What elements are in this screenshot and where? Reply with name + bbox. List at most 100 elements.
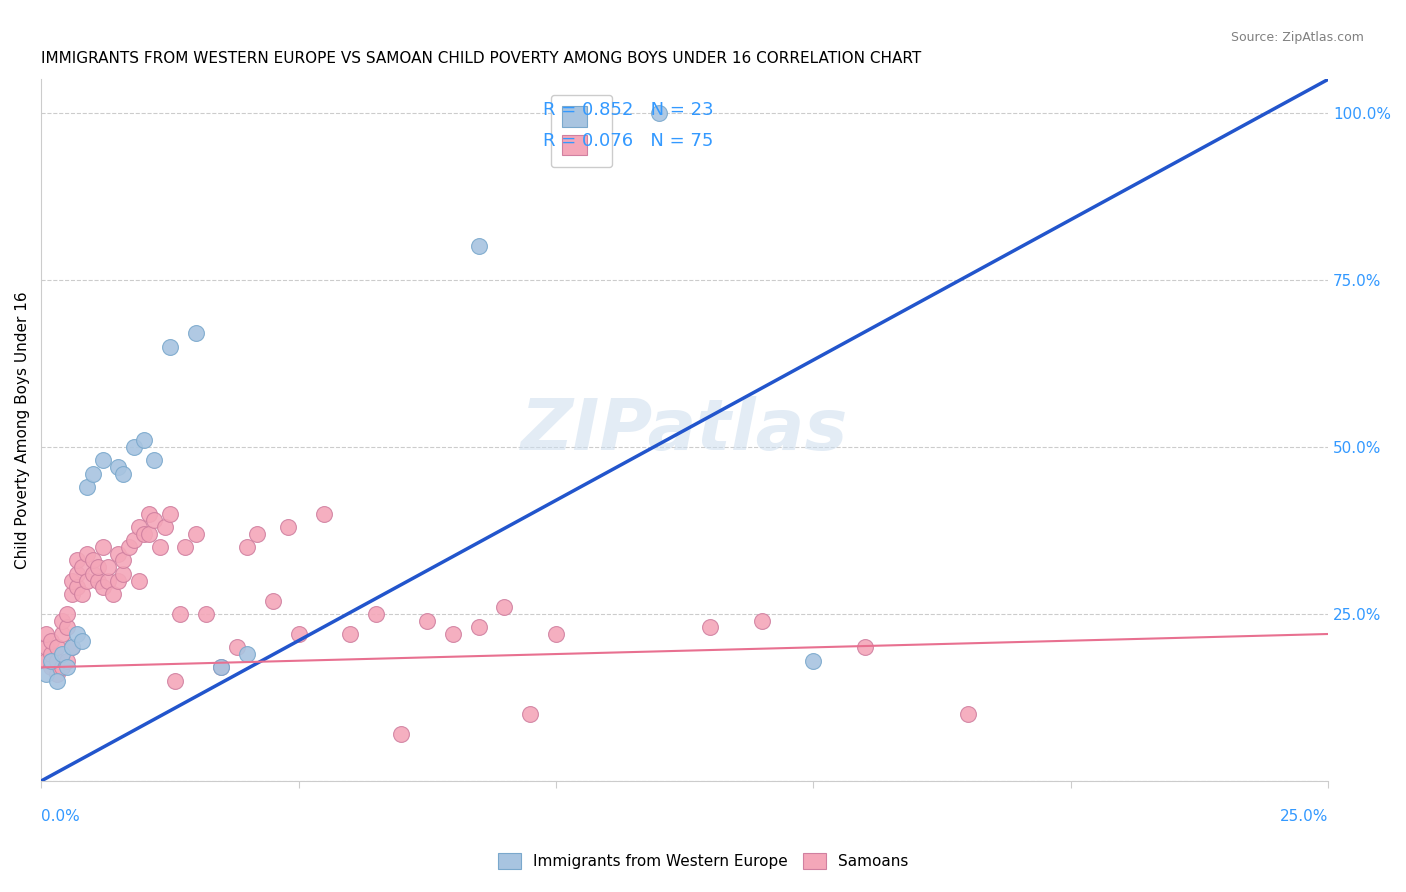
Point [35,640,58,655]
Text: IMMIGRANTS FROM WESTERN EUROPE VS SAMOAN CHILD POVERTY AMONG BOYS UNDER 16 CORRE: IMMIGRANTS FROM WESTERN EUROPE VS SAMOAN… [41,51,921,66]
Point [148,540,170,554]
Point [132,526,155,541]
Point [56,607,79,621]
Point [87,574,110,588]
Point [60,587,83,601]
Point [87,560,110,574]
Point [35,654,58,668]
Point [51,660,73,674]
Point [60,574,83,588]
Text: R = 0.076   N = 75: R = 0.076 N = 75 [543,132,713,150]
Point [56,660,79,674]
Point [72,587,94,601]
Point [35,667,58,681]
Point [467,620,489,634]
Point [51,614,73,628]
Point [112,467,135,481]
Point [544,627,567,641]
Point [41,633,63,648]
Point [801,654,824,668]
Point [364,607,387,621]
Point [184,526,207,541]
Point [82,566,104,581]
Point [82,553,104,567]
Point [45,640,67,655]
Point [236,540,259,554]
Point [209,660,232,674]
Text: 25.0%: 25.0% [1279,809,1329,824]
Point [699,620,721,634]
Point [66,553,89,567]
Point [66,566,89,581]
Point [41,660,63,674]
Point [163,673,186,688]
Point [107,574,129,588]
Point [169,607,191,621]
Text: ZIPatlas: ZIPatlas [522,396,848,465]
Point [103,587,125,601]
Point [441,627,464,641]
Point [519,707,541,722]
Text: R = 0.852   N = 23: R = 0.852 N = 23 [543,101,714,119]
Point [66,627,89,641]
Point [467,239,489,253]
Point [416,614,439,628]
Point [107,547,129,561]
Point [159,507,181,521]
Point [138,507,160,521]
Point [91,540,114,554]
Point [143,453,166,467]
Point [60,640,83,655]
Point [122,533,145,548]
Point [41,654,63,668]
Point [153,520,176,534]
Point [76,574,98,588]
Point [159,340,181,354]
Point [45,654,67,668]
Point [112,553,135,567]
Point [391,727,413,741]
Point [174,540,197,554]
Point [277,520,299,534]
Point [339,627,361,641]
Point [45,667,67,681]
Point [648,105,671,120]
Point [225,640,247,655]
Point [494,600,516,615]
Legend: , : , [551,95,613,167]
Point [132,433,155,447]
Point [60,640,83,655]
Point [97,560,120,574]
Point [138,526,160,541]
Text: 0.0%: 0.0% [41,809,80,824]
Legend: Immigrants from Western Europe, Samoans: Immigrants from Western Europe, Samoans [492,847,914,875]
Point [314,507,336,521]
Point [209,660,232,674]
Point [117,540,139,554]
Point [184,326,207,341]
Point [76,547,98,561]
Point [72,633,94,648]
Point [287,627,309,641]
Point [82,467,104,481]
Point [128,520,150,534]
Point [107,459,129,474]
Point [41,647,63,661]
Point [56,620,79,634]
Point [128,574,150,588]
Point [143,513,166,527]
Point [66,580,89,594]
Point [194,607,217,621]
Point [751,614,773,628]
Point [236,647,259,661]
Point [97,574,120,588]
Point [246,526,269,541]
Point [35,627,58,641]
Point [51,647,73,661]
Y-axis label: Child Poverty Among Boys Under 16: Child Poverty Among Boys Under 16 [15,292,30,569]
Point [76,480,98,494]
Point [72,560,94,574]
Text: Source: ZipAtlas.com: Source: ZipAtlas.com [1230,31,1364,45]
Point [56,654,79,668]
Point [262,593,284,607]
